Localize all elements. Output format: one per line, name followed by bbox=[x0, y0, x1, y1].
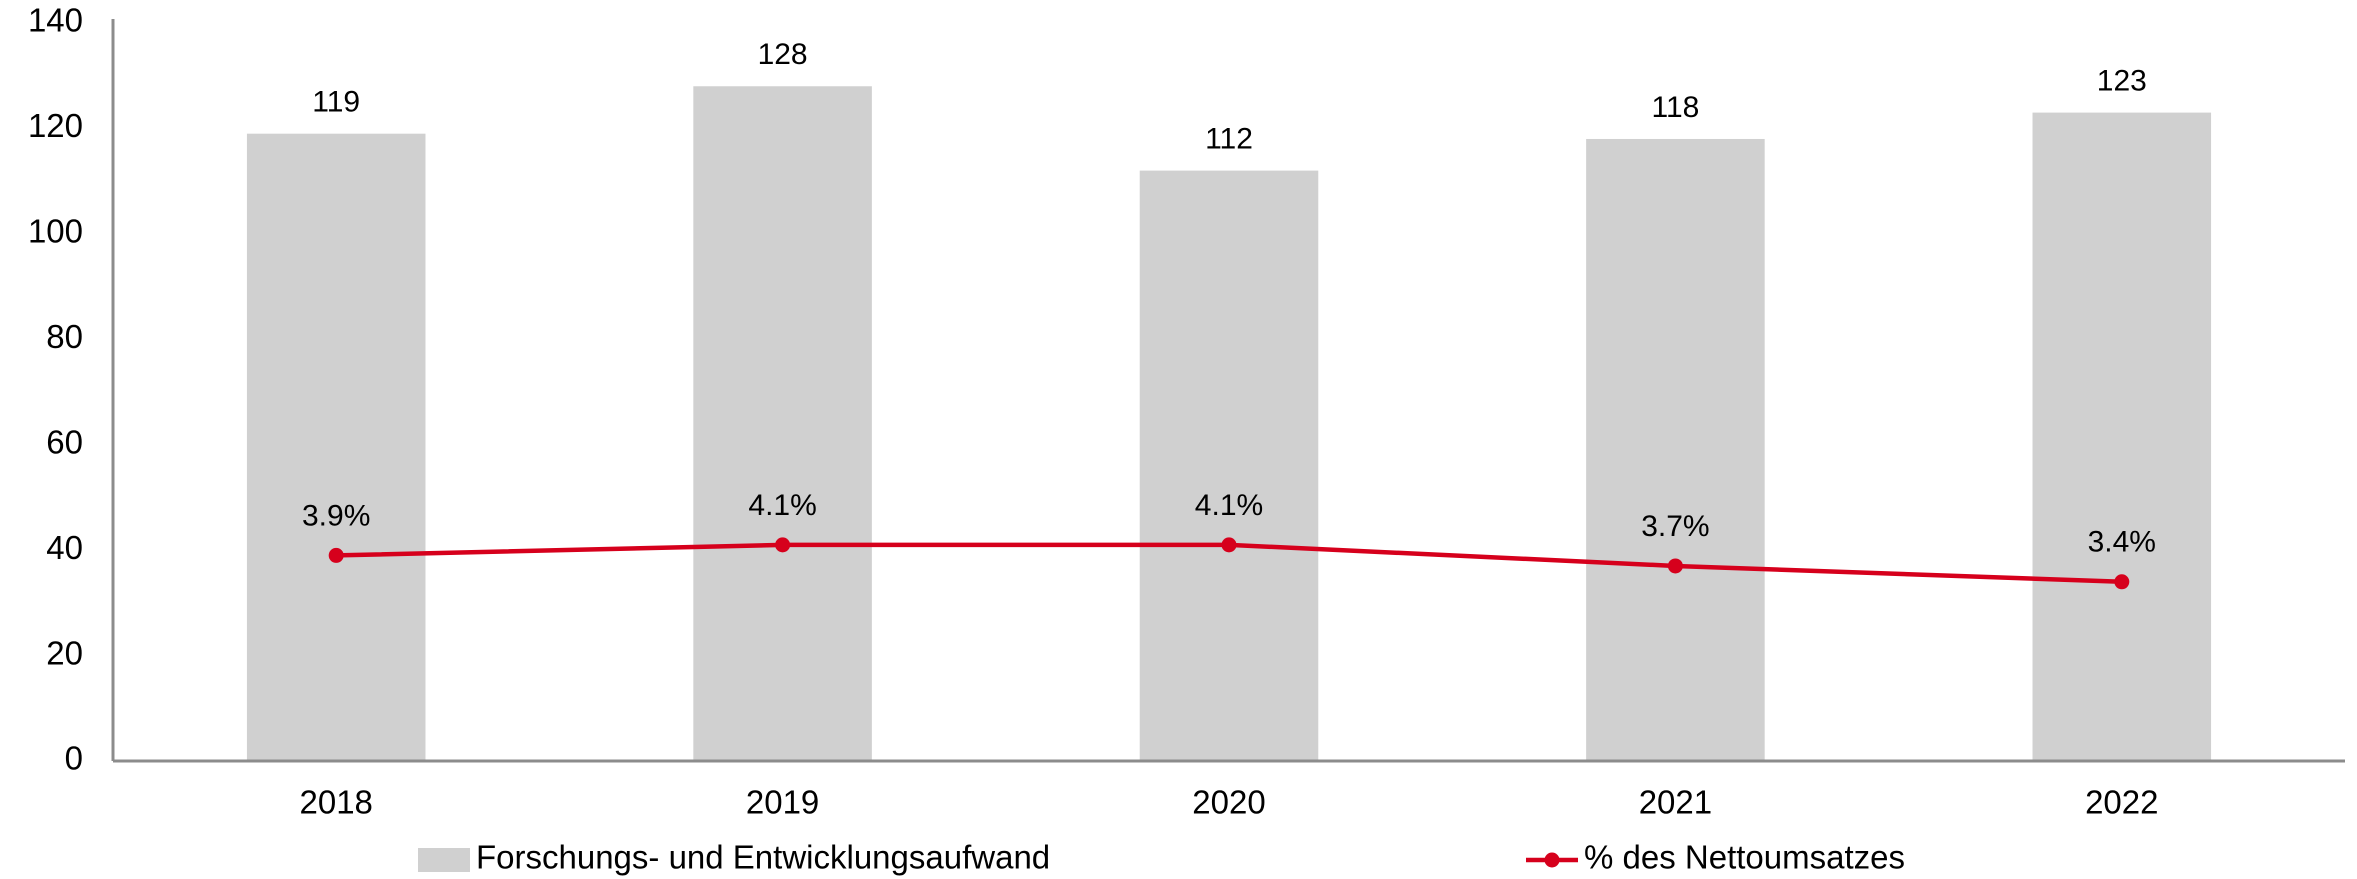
data-label: 123 bbox=[2097, 65, 2147, 98]
bar bbox=[1139, 170, 1319, 762]
point bbox=[1667, 558, 1683, 574]
data-label: 112 bbox=[1205, 123, 1253, 156]
y-tick-label: 40 bbox=[46, 529, 83, 566]
y-tick-label: 100 bbox=[28, 213, 83, 250]
point bbox=[1221, 537, 1237, 553]
data-label: 3.7% bbox=[1641, 510, 1709, 543]
x-tick-label: 2019 bbox=[746, 784, 819, 821]
legend-marker bbox=[1544, 852, 1560, 868]
data-label: 4.1% bbox=[748, 489, 816, 522]
point bbox=[2114, 574, 2130, 590]
y-tick-label: 80 bbox=[46, 318, 83, 355]
y-tick-label: 0 bbox=[65, 740, 83, 777]
point bbox=[328, 547, 344, 563]
x-tick-label: 2020 bbox=[1192, 784, 1265, 821]
point bbox=[775, 537, 791, 553]
legend-label: Forschungs- und Entwicklungsaufwand bbox=[476, 839, 1050, 876]
legend-label: % des Nettoumsatzes bbox=[1584, 839, 1905, 876]
legend-swatch bbox=[418, 848, 470, 872]
bar bbox=[1586, 138, 1765, 761]
bar bbox=[693, 86, 872, 761]
data-label: 128 bbox=[758, 38, 808, 71]
x-tick-label: 2021 bbox=[1639, 784, 1712, 821]
data-label: 3.4% bbox=[2088, 526, 2156, 559]
bar bbox=[2032, 112, 2212, 762]
bar bbox=[246, 133, 426, 761]
y-tick-label: 20 bbox=[46, 634, 83, 671]
y-tick-label: 120 bbox=[28, 107, 83, 144]
y-tick-label: 60 bbox=[46, 423, 83, 460]
y-tick-label: 140 bbox=[28, 2, 83, 39]
x-tick-label: 2018 bbox=[299, 784, 372, 821]
x-tick-label: 2022 bbox=[2085, 784, 2158, 821]
data-label: 3.9% bbox=[302, 499, 370, 532]
data-label: 119 bbox=[312, 86, 360, 119]
data-label: 4.1% bbox=[1195, 489, 1263, 522]
data-label: 118 bbox=[1651, 91, 1699, 124]
